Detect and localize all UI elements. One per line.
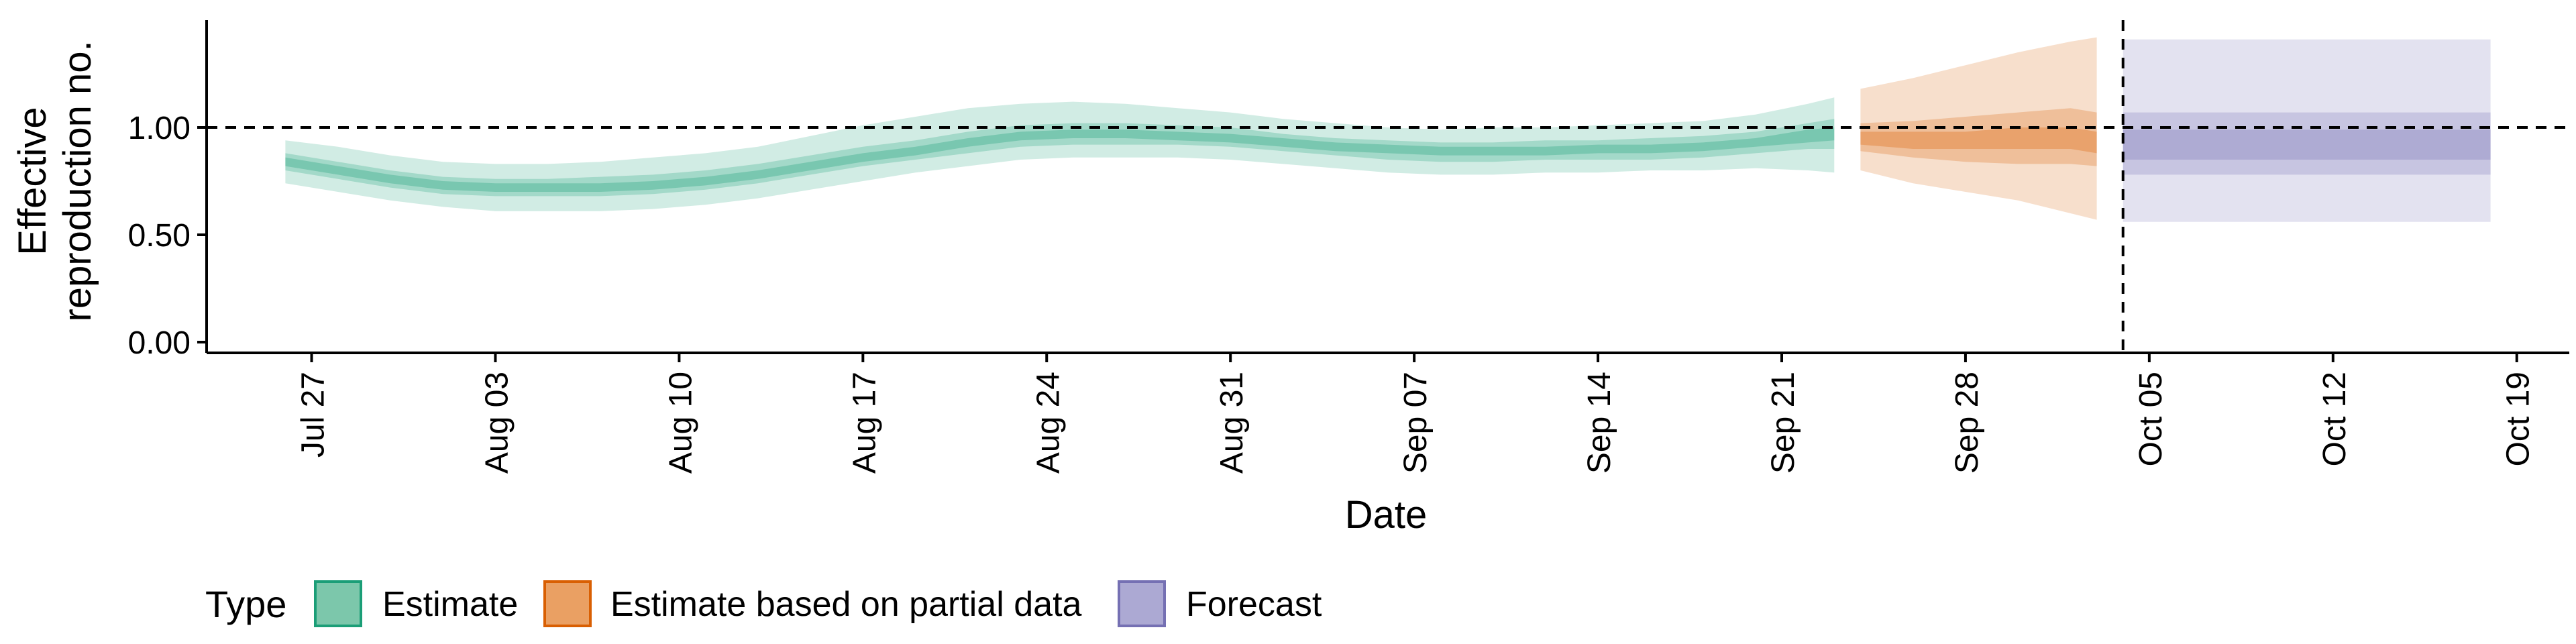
x-tick-label: Oct 05 [2133, 372, 2169, 466]
x-tick-label: Oct 12 [2317, 372, 2353, 466]
x-tick-label: Aug 24 [1030, 372, 1066, 474]
x-tick-label: Sep 28 [1949, 372, 1985, 474]
legend-label-forecast: Forecast [1186, 585, 1322, 624]
axes [205, 20, 2569, 354]
x-tick-label: Oct 19 [2501, 372, 2536, 466]
legend-key-forecast [1118, 580, 1166, 627]
y-axis-title-line-2: reproduction no. [56, 40, 99, 321]
estimate-band-50 [285, 119, 1835, 197]
y-axis-ticks: 0.00 0.50 1.00 [128, 111, 207, 361]
x-tick-label: Sep 14 [1582, 372, 1617, 474]
y-tick-label: 0.00 [128, 325, 191, 361]
forecast-band-20 [2123, 129, 2491, 160]
forecast-band-90 [2123, 39, 2491, 222]
x-tick-label: Sep 21 [1766, 372, 1801, 474]
legend-key-partial [543, 580, 592, 627]
x-tick-label: Aug 17 [847, 372, 882, 474]
estimate-based-on-partial-data-band-50 [1860, 108, 2097, 166]
x-tick-label: Aug 31 [1214, 372, 1250, 474]
y-tick-label: 0.50 [128, 218, 191, 254]
estimate-band-20 [285, 127, 1835, 192]
ribbon-layer [285, 37, 2491, 222]
legend-key-estimate [314, 580, 362, 627]
estimate-band-90 [285, 97, 1835, 211]
x-axis-title: Date [1345, 493, 1428, 537]
legend: Type Estimate Estimate based on partial … [205, 580, 1322, 627]
estimate-based-on-partial-data-band-20 [1860, 127, 2097, 154]
x-axis-ticks: Jul 27 Aug 03 Aug 10 Aug 17 Aug 24 Aug 31 Sep … [296, 353, 2536, 474]
y-axis-title-line-1: Effective [11, 107, 54, 255]
y-tick-label: 1.00 [128, 111, 191, 146]
legend-title: Type [205, 583, 286, 625]
x-tick-label: Jul 27 [296, 372, 331, 458]
x-tick-label: Aug 03 [480, 372, 515, 474]
forecast-band-50 [2123, 112, 2491, 175]
legend-label-partial: Estimate based on partial data [610, 585, 1082, 624]
x-tick-label: Aug 10 [663, 372, 698, 474]
legend-label-estimate: Estimate [382, 585, 518, 624]
x-tick-label: Sep 07 [1398, 372, 1434, 474]
